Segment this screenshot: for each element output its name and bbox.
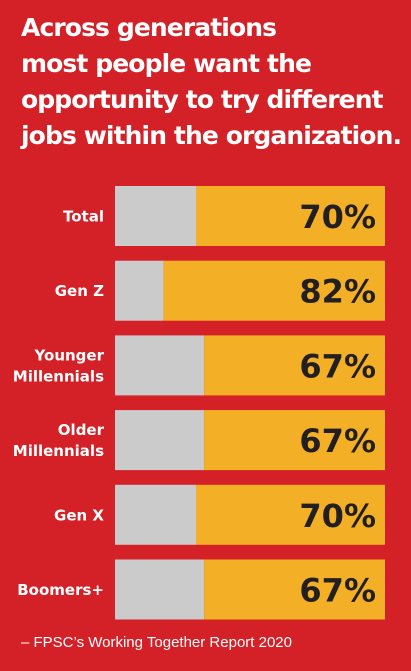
bar-value-label: 70% — [299, 497, 376, 535]
bar-remainder — [115, 484, 196, 545]
bar-group: 82% Gen Z — [55, 260, 385, 321]
bar-group: 67% Older Millennials — [13, 410, 385, 471]
category-label: Gen Z — [55, 282, 104, 300]
bar-value-label: 82% — [299, 273, 376, 311]
bar-value — [204, 410, 385, 471]
bar-value-label: 67% — [299, 572, 376, 610]
bar-remainder — [115, 410, 205, 471]
title-line-1: Across generations — [21, 13, 277, 42]
bar-remainder — [115, 186, 196, 246]
bar-group: 70% Gen X — [54, 484, 385, 545]
bar-group: 67% Boomers+ — [17, 559, 385, 620]
category-label: Boomers+ — [17, 581, 104, 599]
category-label: Total — [63, 208, 104, 226]
title-line-4: jobs within the organization. — [21, 121, 402, 150]
bar-remainder — [115, 335, 205, 396]
bar-value-label: 70% — [299, 198, 376, 236]
bar-value — [163, 260, 385, 321]
bar-group: 67% Younger Millennials — [13, 335, 385, 396]
title-line-3: opportunity to try different — [21, 85, 384, 114]
bar-remainder — [115, 260, 164, 321]
chart-title: Across generations most people want the … — [21, 10, 402, 154]
category-label: Younger — [34, 346, 105, 364]
bar-value-label: 67% — [299, 347, 376, 385]
bar-value — [204, 559, 385, 620]
category-label: Millennials — [13, 442, 104, 460]
bar-value — [196, 186, 385, 246]
title-line-2: most people want the — [21, 49, 312, 78]
bar-value-label: 67% — [299, 422, 376, 460]
source-note: – FPSC’s Working Together Report 2020 — [21, 634, 292, 651]
bar-remainder — [115, 559, 205, 620]
bar-value — [204, 335, 385, 396]
category-label: Older — [58, 421, 105, 439]
bar-value — [196, 484, 385, 545]
category-label: Gen X — [54, 506, 104, 524]
category-label: Millennials — [13, 367, 104, 385]
bar-group: 70% Total — [63, 186, 385, 246]
